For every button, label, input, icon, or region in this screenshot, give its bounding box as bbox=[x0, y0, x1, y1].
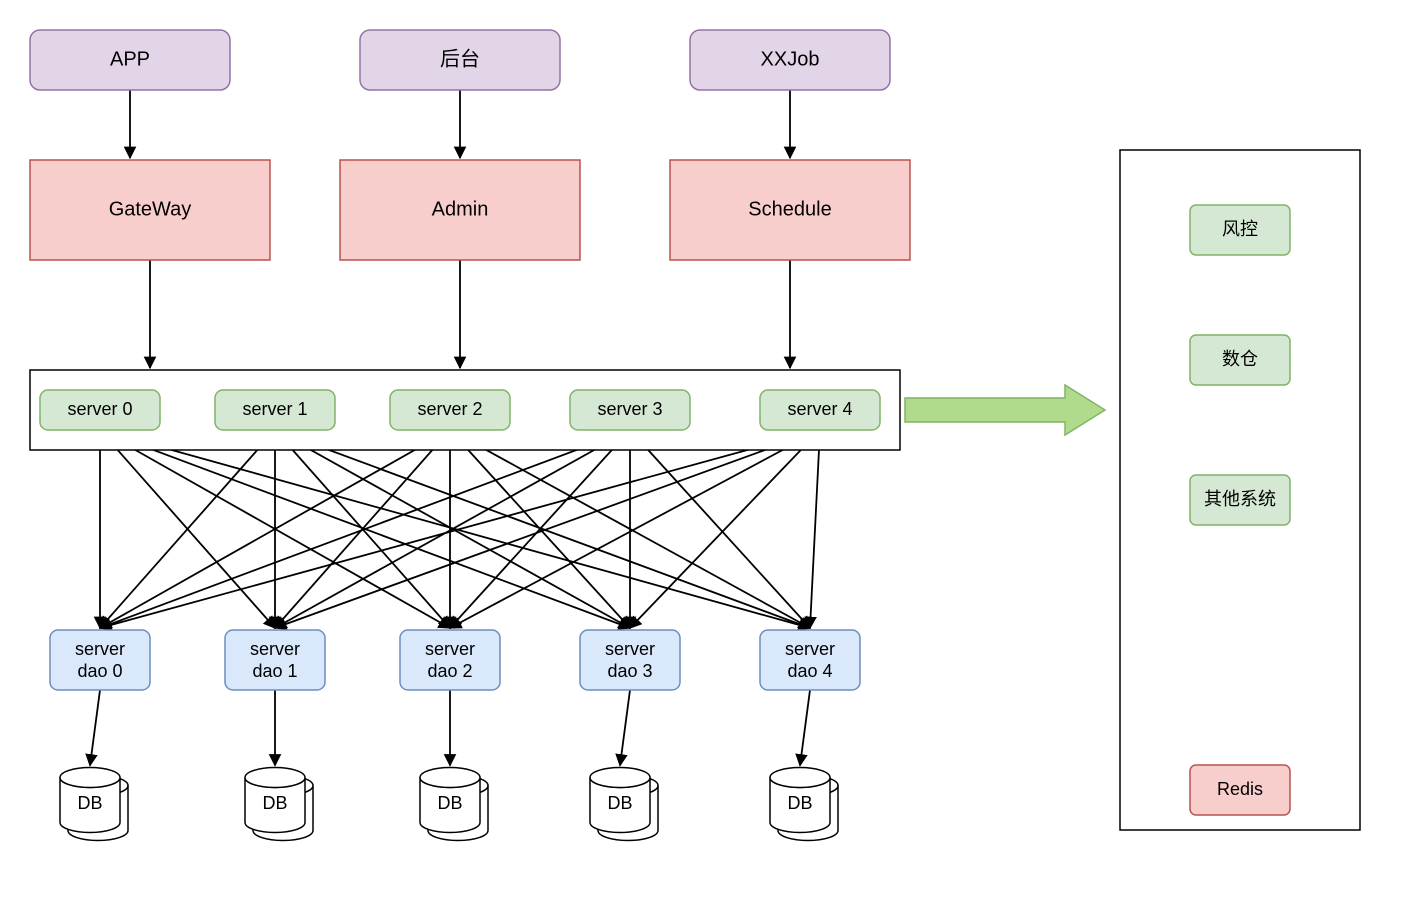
dao-label-line2: dao 0 bbox=[77, 661, 122, 681]
server-label: server 0 bbox=[67, 399, 132, 419]
dao-label-line1: server bbox=[425, 639, 475, 659]
server-label: server 3 bbox=[597, 399, 662, 419]
db-0: DB bbox=[60, 768, 128, 841]
mid-node-label: Admin bbox=[432, 198, 489, 220]
server-label: server 4 bbox=[787, 399, 852, 419]
db-1: DB bbox=[245, 768, 313, 841]
db-label: DB bbox=[437, 793, 462, 813]
dao-4: serverdao 4 bbox=[760, 630, 860, 690]
side-node-label: Redis bbox=[1217, 779, 1263, 799]
server-2: server 2 bbox=[390, 390, 510, 430]
db-label: DB bbox=[77, 793, 102, 813]
server-0: server 0 bbox=[40, 390, 160, 430]
architecture-diagram: APP 后台 XXJob GateWay Admin Schedule server 0 se… bbox=[0, 0, 1422, 910]
mid-node-label: GateWay bbox=[109, 198, 192, 220]
server-3: server 3 bbox=[570, 390, 690, 430]
side-node-label: 风控 bbox=[1222, 219, 1258, 239]
db-3: DB bbox=[590, 768, 658, 841]
dao-label-line1: server bbox=[250, 639, 300, 659]
big-arrow bbox=[905, 385, 1105, 435]
side-node-label: 其他系统 bbox=[1204, 489, 1276, 509]
side-node-dw: 数仓 bbox=[1190, 335, 1290, 385]
mid-node-admin: Admin bbox=[340, 160, 580, 260]
dao-label-line1: server bbox=[75, 639, 125, 659]
db-4: DB bbox=[770, 768, 838, 841]
top-node-app: APP bbox=[30, 30, 230, 90]
top-node-xxjob: XXJob bbox=[690, 30, 890, 90]
server-label: server 2 bbox=[417, 399, 482, 419]
mid-node-schedule: Schedule bbox=[670, 160, 910, 260]
mid-node-label: Schedule bbox=[748, 198, 831, 220]
server-label: server 1 bbox=[242, 399, 307, 419]
dao-label-line1: server bbox=[605, 639, 655, 659]
dao-label-line2: dao 4 bbox=[787, 661, 832, 681]
db-label: DB bbox=[607, 793, 632, 813]
dao-label-line2: dao 3 bbox=[607, 661, 652, 681]
top-node-label: APP bbox=[110, 48, 150, 70]
mid-node-gateway: GateWay bbox=[30, 160, 270, 260]
top-node-label: XXJob bbox=[761, 48, 820, 70]
dao-1: serverdao 1 bbox=[225, 630, 325, 690]
server-1: server 1 bbox=[215, 390, 335, 430]
top-node-back: 后台 bbox=[360, 30, 560, 90]
dao-3: serverdao 3 bbox=[580, 630, 680, 690]
server-4: server 4 bbox=[760, 390, 880, 430]
dao-label-line1: server bbox=[785, 639, 835, 659]
dao-0: serverdao 0 bbox=[50, 630, 150, 690]
side-node-label: 数仓 bbox=[1222, 349, 1258, 369]
top-node-label: 后台 bbox=[440, 47, 480, 70]
side-node-risk: 风控 bbox=[1190, 205, 1290, 255]
db-2: DB bbox=[420, 768, 488, 841]
dao-label-line2: dao 1 bbox=[252, 661, 297, 681]
db-label: DB bbox=[262, 793, 287, 813]
dao-label-line2: dao 2 bbox=[427, 661, 472, 681]
db-label: DB bbox=[787, 793, 812, 813]
side-node-other: 其他系统 bbox=[1190, 475, 1290, 525]
dao-2: serverdao 2 bbox=[400, 630, 500, 690]
side-node-redis: Redis bbox=[1190, 765, 1290, 815]
